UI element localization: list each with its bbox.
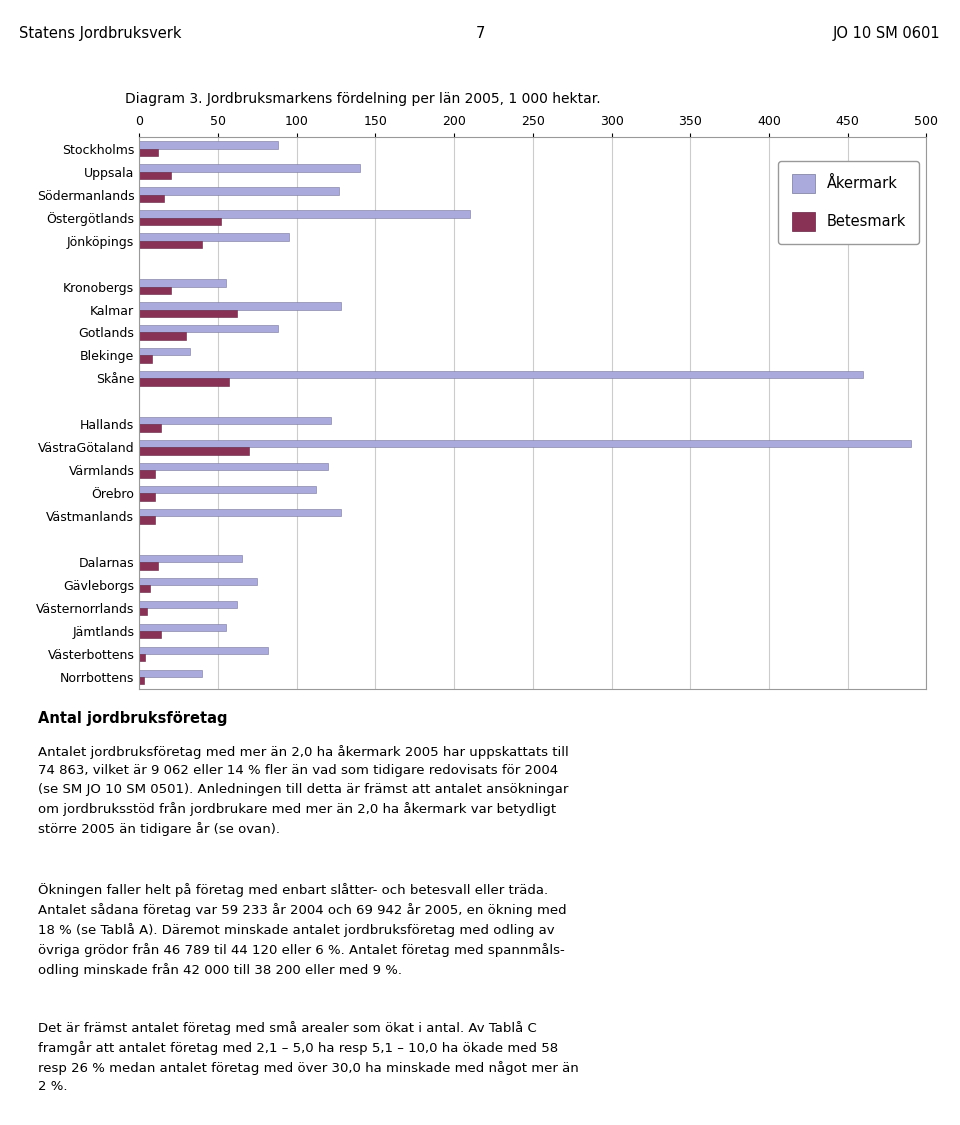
Bar (139, 464, 328, 470)
Bar (139, 486, 316, 493)
Bar (139, 348, 189, 356)
Bar (139, 470, 155, 478)
Bar (139, 448, 250, 454)
Text: Statens Jordbruksverk: Statens Jordbruksverk (19, 26, 181, 40)
Bar (139, 440, 911, 448)
Bar (139, 654, 146, 662)
Bar (139, 578, 257, 585)
Bar (139, 669, 203, 677)
Bar (139, 585, 150, 593)
Bar (139, 309, 237, 317)
Bar (139, 647, 268, 654)
Bar (139, 378, 228, 386)
Bar (139, 677, 144, 684)
Bar (139, 325, 277, 333)
Text: Det är främst antalet företag med små arealer som ökat i antal. Av Tablå C
framg: Det är främst antalet företag med små ar… (38, 1020, 579, 1094)
Bar (139, 516, 155, 523)
Bar (139, 508, 341, 516)
Bar (139, 303, 341, 309)
Bar (139, 287, 171, 294)
Bar (139, 279, 226, 287)
Bar (139, 142, 277, 148)
Text: Antalet jordbruksföretag med mer än 2,0 ha åkermark 2005 har uppskattats till
74: Antalet jordbruksföretag med mer än 2,0 … (38, 745, 569, 836)
Text: JO 10 SM 0601: JO 10 SM 0601 (833, 26, 941, 40)
Bar (139, 371, 863, 378)
Bar (139, 424, 161, 432)
Bar (139, 195, 164, 202)
Text: Diagram 3. Jordbruksmarkens fördelning per län 2005, 1 000 hektar.: Diagram 3. Jordbruksmarkens fördelning p… (125, 92, 600, 106)
Bar (139, 555, 242, 562)
Bar (139, 623, 226, 631)
Bar (139, 601, 237, 609)
Bar (139, 631, 161, 638)
Bar (139, 210, 469, 217)
Legend: Åkermark, Betesmark: Åkermark, Betesmark (779, 161, 919, 244)
Bar (139, 217, 221, 225)
Bar (139, 172, 171, 179)
Bar (139, 356, 152, 362)
Bar (139, 493, 155, 501)
Bar (139, 562, 158, 569)
Text: 7: 7 (475, 26, 485, 40)
Text: Antal jordbruksföretag: Antal jordbruksföretag (38, 711, 228, 726)
Text: Ökningen faller helt på företag med enbart slåtter- och betesvall eller träda.
A: Ökningen faller helt på företag med enba… (38, 883, 567, 976)
Bar (139, 241, 203, 248)
Bar (139, 333, 186, 340)
Bar (139, 148, 158, 156)
Bar (139, 233, 289, 241)
Bar (139, 188, 339, 195)
Bar (139, 164, 360, 172)
Bar (139, 609, 147, 615)
Bar (139, 417, 331, 424)
